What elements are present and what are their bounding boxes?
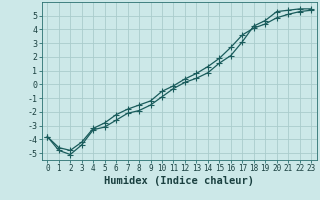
- X-axis label: Humidex (Indice chaleur): Humidex (Indice chaleur): [104, 176, 254, 186]
